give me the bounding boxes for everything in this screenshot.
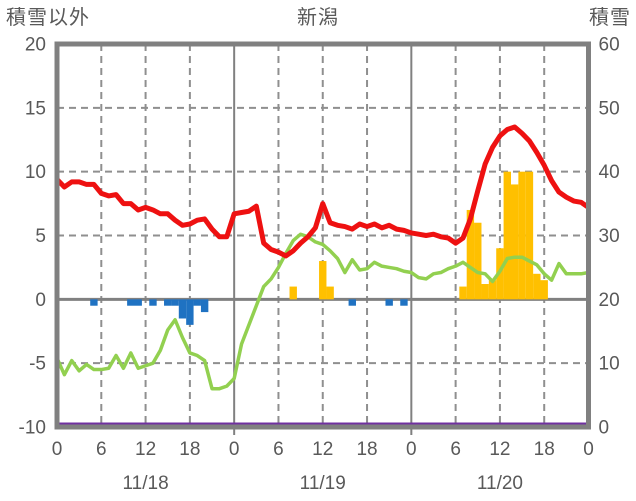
blue-precip-bars-bar	[348, 299, 356, 306]
left-axis-title: 積雪以外	[6, 7, 90, 29]
x-axis-hour-label: 18	[534, 439, 555, 460]
left-axis-tick-label: -10	[19, 418, 46, 439]
left-axis-tick-label: 15	[25, 98, 46, 119]
blue-precip-bars-bar	[134, 299, 142, 306]
blue-precip-bars-bar	[186, 299, 194, 325]
left-axis-tick-label: -5	[29, 354, 46, 375]
x-axis-hour-label: 12	[135, 439, 156, 460]
left-axis-tick-label: 20	[25, 35, 46, 56]
orange-snowfall-bars-bar	[503, 171, 511, 300]
blue-precip-bars-bar	[149, 299, 157, 306]
blue-precip-bars-bar	[127, 299, 135, 306]
x-axis-hour-label: 6	[96, 439, 107, 460]
blue-precip-bars-bar	[200, 299, 209, 313]
x-axis-hour-label: 0	[52, 439, 63, 460]
right-axis-tick-label: 10	[599, 354, 620, 375]
blue-precip-bars-bar	[385, 299, 393, 306]
blue-precip-bars-bar	[178, 299, 187, 319]
orange-snowfall-bars-bar	[533, 273, 541, 300]
x-axis-hour-label: 6	[273, 439, 284, 460]
orange-snowfall-bars-bar	[326, 286, 334, 300]
blue-precip-bars-bar	[400, 299, 408, 306]
orange-snowfall-bars-bar	[466, 209, 475, 300]
chart-title: 新潟	[297, 7, 339, 29]
right-axis-tick-label: 0	[599, 418, 610, 439]
x-axis-day-label: 11/18	[123, 473, 169, 494]
x-axis-hour-label: 12	[489, 439, 510, 460]
orange-snowfall-bars-bar	[540, 280, 548, 300]
blue-precip-bars-bar	[171, 299, 179, 306]
blue-precip-bars-bar	[193, 299, 201, 306]
x-axis-day-label: 11/20	[477, 473, 523, 494]
orange-snowfall-bars-bar	[488, 280, 497, 300]
x-axis-hour-label: 18	[356, 439, 377, 460]
x-axis-hour-label: 18	[179, 439, 200, 460]
orange-snowfall-bars-bar	[510, 184, 519, 300]
right-axis-tick-label: 50	[599, 98, 620, 119]
x-axis-hour-label: 0	[229, 439, 240, 460]
x-axis-hour-label: 0	[583, 439, 594, 460]
red-temperature-line	[54, 124, 591, 259]
x-axis-hour-label: 12	[312, 439, 333, 460]
right-axis-title: 積雪	[589, 7, 631, 29]
orange-snowfall-bars-bar	[474, 222, 482, 300]
orange-snowfall-bars-bar	[481, 284, 489, 300]
blue-precip-bars-bar	[164, 299, 172, 306]
x-axis-day-label: 11/19	[300, 473, 346, 494]
orange-snowfall-bars-bar	[525, 171, 534, 300]
orange-snowfall-bars-bar	[319, 261, 327, 300]
plot-frame	[54, 41, 591, 430]
x-axis-hour-label: 0	[406, 439, 417, 460]
left-axis-tick-label: 10	[25, 162, 46, 183]
left-axis-tick-label: 0	[35, 290, 46, 311]
left-axis-tick-label: 5	[35, 226, 46, 247]
orange-snowfall-bars-bar	[289, 286, 297, 300]
orange-snowfall-bars-bar	[459, 286, 467, 300]
right-axis-tick-label: 20	[599, 290, 620, 311]
green-line	[55, 232, 591, 391]
right-axis-tick-label: 60	[599, 35, 620, 56]
right-axis-tick-label: 40	[599, 162, 620, 183]
right-axis-tick-label: 30	[599, 226, 620, 247]
blue-precip-bars-bar	[90, 299, 98, 306]
x-axis-hour-label: 6	[450, 439, 461, 460]
orange-snowfall-bars-bar	[518, 171, 526, 300]
